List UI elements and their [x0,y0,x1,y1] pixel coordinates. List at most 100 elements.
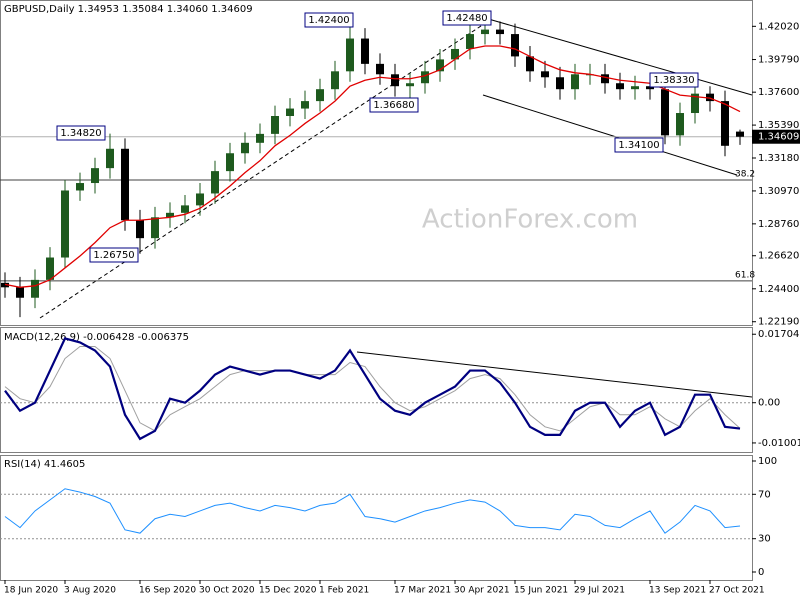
rsi-title: RSI(14) 41.4605 [4,459,85,470]
macd-title: MACD(12,26,9) -0.006428 -0.006375 [4,332,189,343]
annotation: 1.38330 [653,75,694,86]
candle-body [76,183,84,191]
annotation-box [369,97,419,113]
candle-body [166,212,174,218]
candle-body [661,89,669,136]
fib-label: 38.2 [735,170,755,180]
candle-body [271,116,279,134]
candle-body [691,93,699,114]
y-tick-label: 100 [758,456,777,467]
moving-average [4,45,741,288]
candle-body [106,148,114,169]
main-panel-frame [0,0,753,326]
candle-body [16,287,24,298]
candle-body [256,133,264,143]
y-tick-label: 0 [758,567,764,578]
x-tick-label: 13 Sep 2021 [649,586,706,596]
trendline [39,19,491,319]
annotation: 1.42400 [308,15,349,26]
annotation-box [304,12,354,28]
y-tick-label: 1.26620 [758,251,799,262]
y-tick-label: 1.24400 [758,284,799,295]
annotation-box [649,72,699,88]
candle-body [1,282,9,288]
indicator-line [4,337,741,441]
candle-body [481,29,489,35]
candle-body [436,59,444,72]
x-tick-label: 16 Sep 2020 [139,586,196,596]
candle-body [181,205,189,213]
y-tick-label: 1.37600 [758,87,799,98]
candle-body [391,74,399,87]
candle-body [136,220,144,239]
x-tick-label: 15 Jun 2021 [514,586,568,596]
candle-body [286,108,294,117]
candle-body [511,34,519,57]
x-tick-label: 15 Dec 2020 [259,586,317,596]
candle-body [376,63,384,75]
y-tick-label: 1.42020 [758,21,799,32]
candle-body [541,71,549,78]
trendline [484,17,753,96]
x-tick-label: 30 Apr 2021 [454,586,510,596]
candle-body [676,113,684,136]
candle-body [556,77,564,90]
y-tick-label: 1.28760 [758,219,799,230]
fib-label: 61.8 [735,270,755,280]
candle-body [421,71,429,84]
candle-body [361,38,369,64]
y-tick-label: 1.35390 [758,120,799,131]
candle-body [31,279,39,298]
candle-body [466,34,474,49]
candle-body [616,83,624,90]
y-tick-label: 1.33180 [758,153,799,164]
y-tick-label: 30 [758,534,771,545]
annotation-box [89,247,139,263]
candle-body [601,74,609,84]
x-tick-label: 27 Oct 2021 [709,586,765,596]
indicator-line [4,488,741,534]
candle-body [331,71,339,90]
y-tick-label: 1.39790 [758,55,799,66]
y-tick-label: 0.00 [758,398,780,409]
candle-body [721,101,729,146]
annotation: 1.34100 [618,140,659,151]
candle-body [346,38,354,72]
x-tick-label: 30 Oct 2020 [199,586,255,596]
annotation: 1.26750 [93,250,134,261]
candle-body [406,83,414,87]
y-tick-label: 1.30970 [758,186,799,197]
annotation-box [442,10,492,26]
candle-body [121,148,129,221]
annotation: 1.42480 [446,13,487,24]
y-tick-label: 70 [758,489,771,500]
candle-body [61,190,69,258]
annotation: 1.34820 [60,128,101,139]
x-tick-label: 17 Mar 2021 [394,586,451,596]
candle-body [631,86,639,90]
macd-panel-frame [0,327,753,453]
x-tick-label: 18 Jun 2020 [4,586,58,596]
candle-body [301,101,309,109]
candle-body [46,257,54,280]
watermark: ActionForex.com [422,205,638,235]
candle-body [316,89,324,102]
annotation-box [614,137,664,153]
rsi-panel-frame [0,455,753,581]
candle-body [646,86,654,90]
candle-body [736,131,744,137]
annotation-box [56,125,106,141]
y-tick-label: 1.22190 [758,317,799,328]
y-tick-label: 0.017047 [758,329,800,340]
candle-body [526,56,534,72]
y-tick-label: -0.010013 [758,438,800,449]
candle-body [196,193,204,206]
trendline [482,94,738,176]
x-tick-label: 1 Feb 2021 [319,586,369,596]
last-price-box [752,129,800,144]
candle-body [226,153,234,172]
chart-title: GBPUSD,Daily 1.34953 1.35084 1.34060 1.3… [4,4,253,15]
macd-trendline [356,351,753,398]
